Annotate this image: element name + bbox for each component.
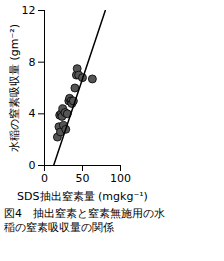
svg-text:12: 12 (22, 4, 36, 17)
html-text:図4 抽出窒素と窒素無施用の水稲の窒素吸収量の関係: 図4 抽出窒素と窒素無施用の水稲の窒素吸収量の関係 (4, 207, 165, 234)
svg-text:0: 0 (41, 172, 48, 185)
svg-text:0: 0 (29, 159, 36, 172)
svg-text:100: 100 (110, 172, 131, 185)
svg-text:水稲の窒素吸収量 (gm⁻²): 水稲の窒素吸収量 (gm⁻²) (8, 24, 21, 152)
svg-text:8: 8 (29, 56, 36, 69)
svg-text:SDS抽出窒素量 (mgkg⁻¹): SDS抽出窒素量 (mgkg⁻¹) (17, 190, 148, 203)
svg-text:50: 50 (76, 172, 90, 185)
svg-text:4: 4 (29, 107, 36, 120)
